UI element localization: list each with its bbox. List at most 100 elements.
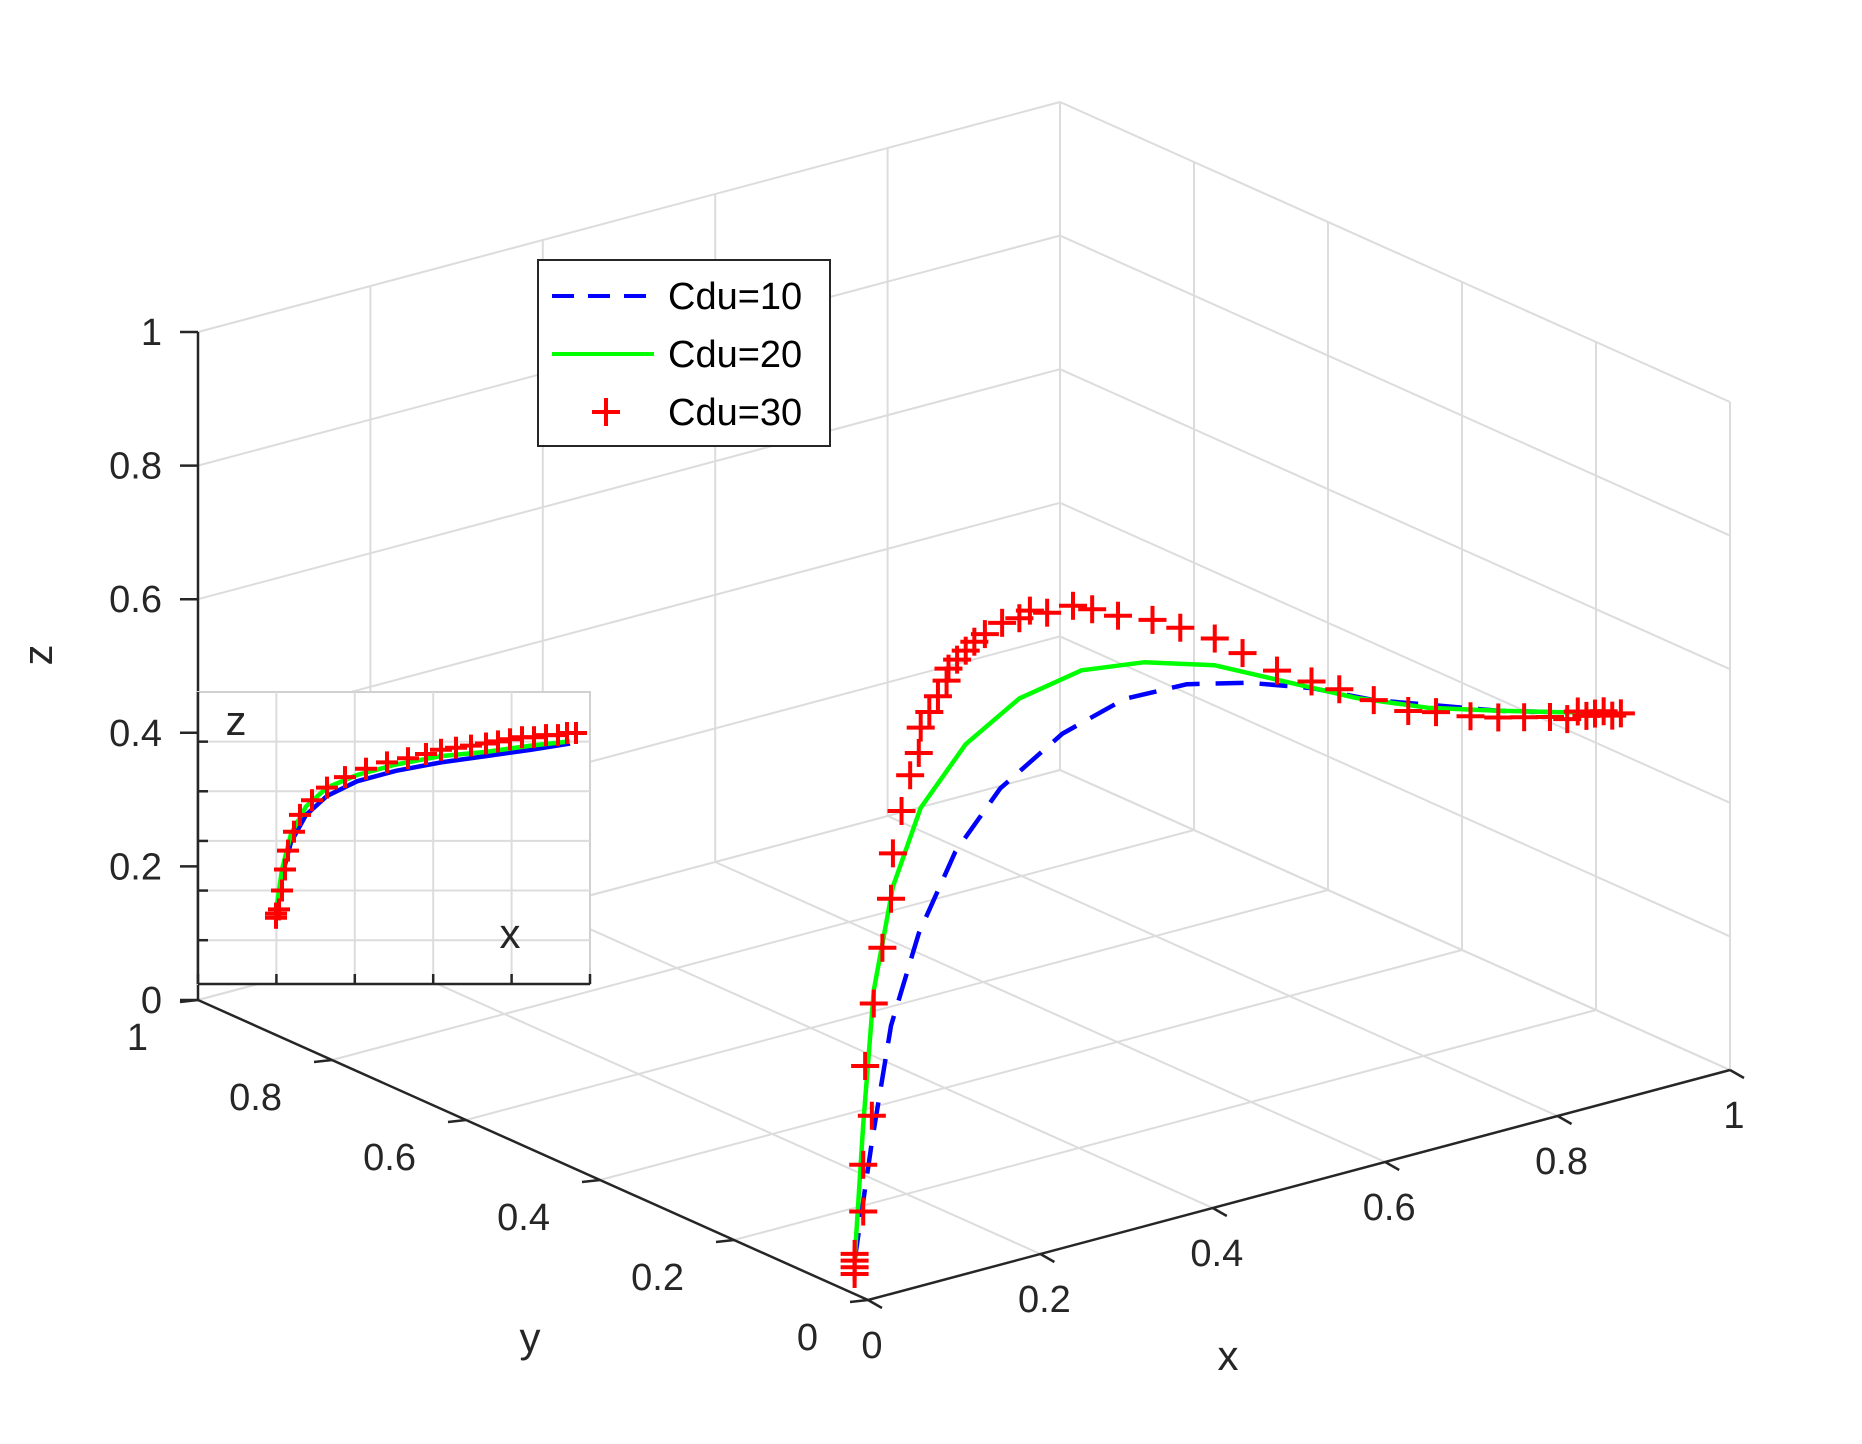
y-tick-label: 0.4 [497,1197,550,1239]
gridline-floor-x [887,815,1559,1117]
series-line-cdu20 [852,660,1604,1261]
x-tick [1729,1068,1745,1080]
series-layer [840,591,1635,1288]
z-tick-label: 1 [141,312,162,354]
y-tick [447,1118,467,1124]
series-cdu30-marker [970,620,999,649]
inset-axes [196,692,592,986]
series-cdu30-marker [1015,596,1044,625]
series-cdu30-marker [923,682,952,711]
inset-cdu30-marker [397,747,419,770]
series-cdu30-marker [1422,698,1451,727]
y-tick-label: 0.2 [631,1257,684,1299]
inset-series [265,722,587,929]
inset-cdu30-marker [499,728,521,751]
y-axis-label: y [520,1314,541,1361]
series-cdu30-marker [1510,703,1539,732]
y-axis-line [197,998,869,1302]
gridline-yz-horiz [1059,101,1731,403]
x-tick-label: 0.6 [1363,1187,1416,1229]
y-tick [715,1238,735,1244]
legend-label-cdu20: Cdu=20 [668,334,802,376]
gridline-floor-y [599,949,1463,1181]
inset-cdu30-marker [445,736,467,759]
gridline-xz-horiz [197,101,1061,333]
inset-plot: z x [196,691,592,986]
series-cdu30-marker [868,933,897,962]
inset-cdu30-marker [460,734,482,757]
series-cdu30-marker [1263,656,1292,685]
y-tick-label: 0 [797,1317,818,1359]
gridline-xz-horiz [197,368,1061,601]
z-tick-label: 0 [141,980,162,1022]
series-cdu30-marker [878,839,907,868]
inset-cdu30-marker [265,902,287,925]
legend-label-cdu30: Cdu=30 [668,392,802,434]
series-cdu30-marker [1104,601,1133,630]
legend: Cdu=10 Cdu=20 Cdu=30 [537,259,831,447]
inset-cdu30-marker [289,803,311,826]
gridline-yz-horiz [1059,368,1731,671]
x-tick [1556,1114,1573,1126]
series-cdu30-marker [877,884,905,913]
series-cdu30-marker [1297,667,1326,696]
series-cdu30-marker [857,1101,886,1130]
y-tick-label: 0.6 [363,1137,416,1179]
z-tick-label: 0.2 [109,846,162,888]
x-tick [867,1298,883,1310]
series-cdu30-marker [1033,598,1062,627]
inset-x-label: x [500,910,521,957]
series-cdu30-marker [1536,703,1564,731]
y-tick [849,1298,869,1304]
gridline-floor-y [733,1009,1597,1241]
inset-cdu30-marker [268,898,290,921]
series-cdu30-marker [896,761,925,790]
y-tick-label: 0.8 [229,1077,282,1119]
x-axis-line [867,1068,1731,1302]
series-line-cdu10 [852,680,1604,1261]
gridline-floor-x [542,907,1214,1209]
x-tick [1212,1206,1228,1218]
gridline-floor-y [331,829,1195,1061]
y-tick [179,998,199,1004]
inset-cdu30-marker [523,726,545,749]
series-cdu30-marker [904,738,933,767]
series-cdu30-marker [1228,639,1257,668]
series-cdu30-marker [1325,675,1354,704]
gridline-yz-horiz [1059,234,1731,537]
gridline-yz-horiz [1059,501,1731,804]
series-cdu30-marker [849,1150,878,1179]
z-tick-label: 0.6 [109,579,162,621]
x-tick [1039,1252,1056,1264]
series-cdu30-marker [1359,686,1388,715]
labels-layer: 0 0 0 0.2 0.2 0.2 0.4 0.4 0.4 0.6 0.6 0.6 0.8 0.8 0.8 1… [109,312,1744,1367]
series-cdu30-marker [1484,703,1513,732]
series-cdu30-marker [849,1197,878,1226]
series-cdu30-marker [1606,699,1635,728]
x-tick-label: 0.4 [1190,1233,1243,1275]
series-cdu30-marker [988,608,1017,637]
series-cdu30-marker [859,989,888,1018]
series-cdu30-marker [1456,702,1485,731]
series-cdu30-marker [1394,696,1423,725]
inset-cdu30-marker [430,738,452,761]
series-cdu30-marker [1059,591,1087,620]
inset-cdu30-marker [415,743,437,765]
inset-cdu30-marker [283,820,305,843]
inset-cdu30-marker [376,751,398,774]
gridline-floor-x [369,953,1041,1255]
inset-cdu30-marker [316,776,338,799]
inset-cdu30-marker [355,757,377,780]
series-cdu30-marker [1078,595,1107,624]
inset-cdu30-marker [565,722,587,744]
series-cdu30-marker [851,1051,880,1080]
z-axis-label: z [14,645,61,666]
legend-label-cdu10: Cdu=10 [668,276,802,318]
inset-cdu30-marker [334,766,356,789]
inset-cdu30-marker [271,879,293,902]
series-cdu30-marker [1200,624,1229,653]
inset-z-label: z [226,697,247,744]
x-tick-label: 0 [861,1325,882,1367]
z-tick-label: 0.8 [109,446,162,488]
